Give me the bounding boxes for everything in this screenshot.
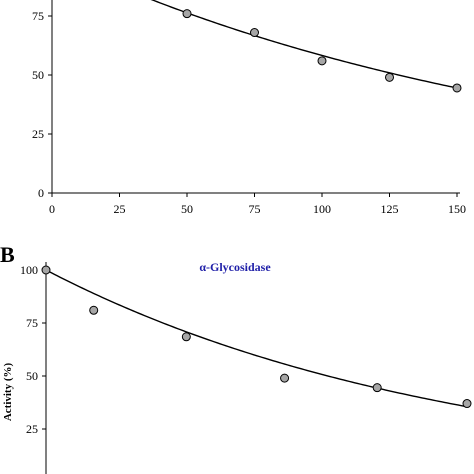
y-tick-label: 50 bbox=[26, 369, 38, 383]
y-tick-label: 75 bbox=[32, 9, 44, 23]
y-tick-label: 50 bbox=[32, 68, 44, 82]
data-points bbox=[41, 265, 472, 409]
fit-curve bbox=[45, 269, 468, 408]
y-tick-label: 100 bbox=[20, 263, 38, 277]
data-points bbox=[182, 9, 462, 93]
y-axis-ticks: 25 50 75 100 bbox=[20, 263, 46, 436]
x-tick-label: 150 bbox=[448, 202, 466, 216]
fit-curve bbox=[150, 0, 458, 89]
x-tick-label: 125 bbox=[381, 202, 399, 216]
data-point bbox=[462, 399, 472, 409]
y-axis-ticks: 0 25 50 75 bbox=[32, 9, 52, 200]
panel-letter: B bbox=[0, 242, 15, 267]
y-tick-label: 75 bbox=[26, 316, 38, 330]
x-tick-label: 75 bbox=[249, 202, 261, 216]
data-point bbox=[89, 305, 99, 315]
chart-title: α-Glycosidase bbox=[199, 260, 271, 274]
data-point bbox=[181, 332, 191, 342]
data-point bbox=[317, 56, 327, 66]
data-point bbox=[182, 9, 192, 19]
chart-panel-a: 0 25 50 75 0 25 50 75 100 125 150 bbox=[32, 0, 466, 216]
x-tick-label: 25 bbox=[114, 202, 126, 216]
chart-panel-b: B α-Glycosidase Activity (%) 25 50 75 100 bbox=[0, 242, 472, 474]
x-tick-label: 50 bbox=[181, 202, 193, 216]
x-axis-ticks: 0 25 50 75 100 125 150 bbox=[49, 193, 466, 216]
x-tick-label: 100 bbox=[313, 202, 331, 216]
y-axis-title: Activity (%) bbox=[2, 362, 14, 421]
y-tick-label: 25 bbox=[32, 127, 44, 141]
data-point bbox=[372, 383, 382, 393]
data-point bbox=[280, 373, 290, 383]
y-tick-label: 25 bbox=[26, 422, 38, 436]
data-point bbox=[452, 83, 462, 93]
y-tick-label: 0 bbox=[38, 186, 44, 200]
data-point bbox=[385, 72, 394, 82]
x-tick-label: 0 bbox=[49, 202, 55, 216]
data-point bbox=[250, 28, 259, 38]
data-point bbox=[41, 265, 51, 275]
